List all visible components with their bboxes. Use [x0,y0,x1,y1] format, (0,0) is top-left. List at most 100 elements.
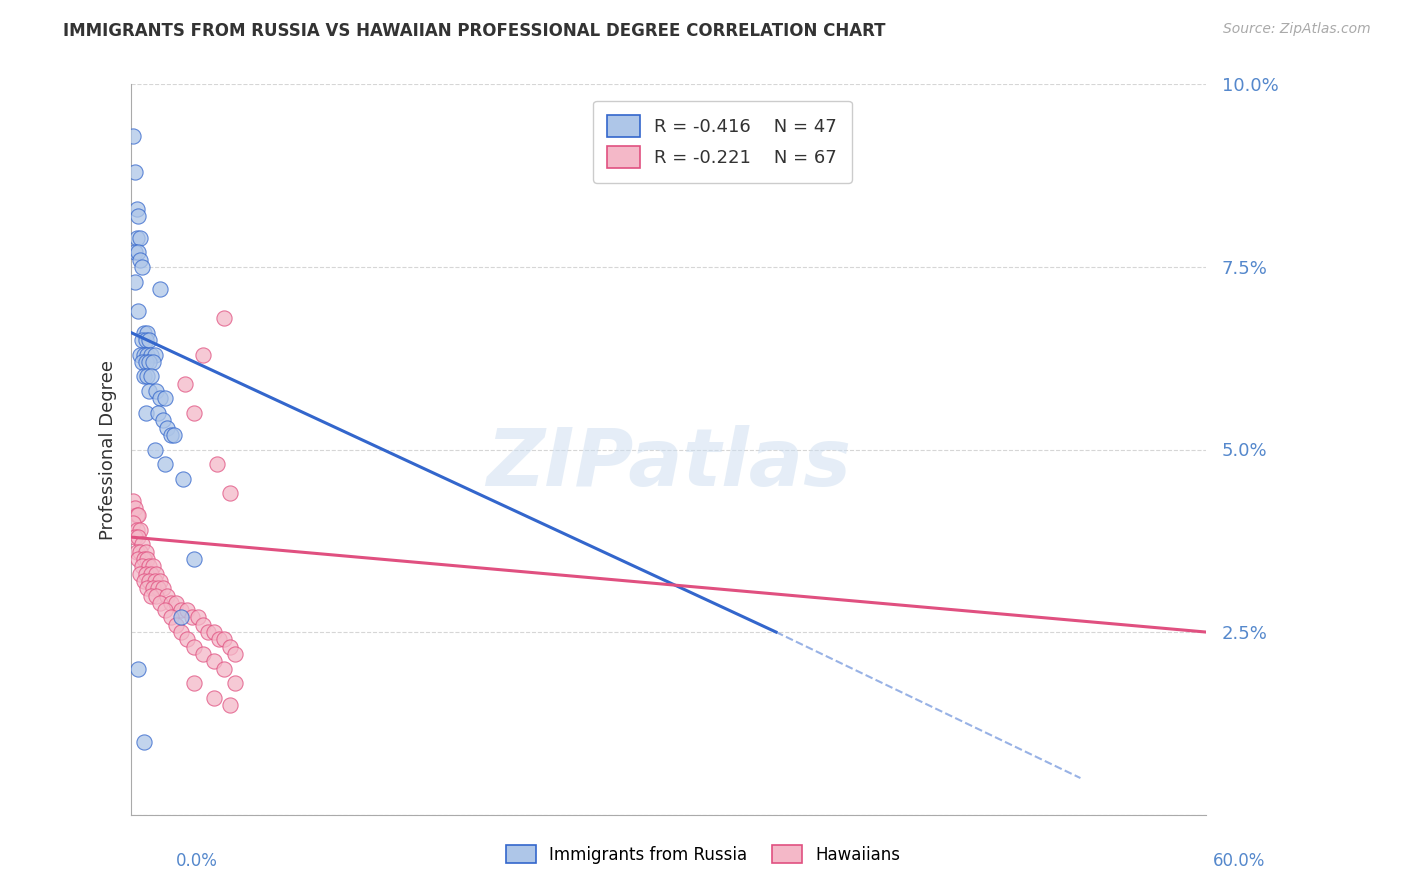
Point [124,275,146,289]
Point [152,581,174,595]
Point [176,632,198,647]
Point [122,493,145,508]
Point [124,245,146,260]
Point [170,603,193,617]
Point [127,661,149,675]
Point [135,355,157,369]
Point [159,428,181,442]
Point [136,581,159,595]
Point [127,508,149,523]
Point [138,333,160,347]
Point [218,486,240,500]
Point [127,530,149,544]
Point [170,610,193,624]
Point [205,457,228,471]
Point [145,566,167,581]
Point [131,333,153,347]
Point [155,392,177,406]
Point [191,617,214,632]
Point [165,617,187,632]
Point [170,625,193,640]
Point [124,500,146,515]
Point [183,552,205,566]
Point [138,574,160,588]
Point [135,545,157,559]
Point [127,552,149,566]
Point [145,589,167,603]
Point [139,589,162,603]
Point [139,566,162,581]
Point [214,632,236,647]
Point [138,384,160,398]
Point [174,376,197,391]
Point [176,603,198,617]
Point [208,632,231,647]
Point [172,472,194,486]
Point [136,369,159,384]
Point [152,413,174,427]
Text: Source: ZipAtlas.com: Source: ZipAtlas.com [1223,22,1371,37]
Point [131,537,153,551]
Point [214,661,236,675]
Point [124,165,146,179]
Point [124,530,146,544]
Point [142,581,165,595]
Text: 60.0%: 60.0% [1213,852,1265,870]
Point [183,676,205,690]
Point [224,676,246,690]
Point [129,231,152,245]
Text: IMMIGRANTS FROM RUSSIA VS HAWAIIAN PROFESSIONAL DEGREE CORRELATION CHART: IMMIGRANTS FROM RUSSIA VS HAWAIIAN PROFE… [63,22,886,40]
Point [183,406,205,420]
Point [125,523,148,537]
Point [202,654,225,668]
Point [136,348,159,362]
Point [127,303,149,318]
Point [191,647,214,661]
Point [143,348,166,362]
Point [132,574,155,588]
Point [181,610,204,624]
Point [149,282,172,296]
Point [129,545,152,559]
Text: 0.0%: 0.0% [176,852,218,870]
Point [145,384,167,398]
Point [136,326,159,340]
Point [136,552,159,566]
Point [142,355,165,369]
Point [127,245,149,260]
Legend: R = -0.416    N = 47, R = -0.221    N = 67: R = -0.416 N = 47, R = -0.221 N = 67 [593,101,852,183]
Point [156,420,179,434]
Point [135,333,157,347]
Point [183,640,205,654]
Point [224,647,246,661]
Point [214,311,236,326]
Point [143,442,166,457]
Point [149,392,172,406]
Point [129,252,152,267]
Point [131,355,153,369]
Point [146,406,169,420]
Point [218,640,240,654]
Point [129,348,152,362]
Point [122,516,145,530]
Point [122,128,145,143]
Point [132,348,155,362]
Point [202,690,225,705]
Point [139,348,162,362]
Point [159,610,181,624]
Point [159,596,181,610]
Point [163,428,186,442]
Point [131,260,153,274]
Point [132,734,155,748]
Point [129,566,152,581]
Y-axis label: Professional Degree: Professional Degree [100,359,117,540]
Point [202,625,225,640]
Point [156,589,179,603]
Point [132,369,155,384]
Point [125,202,148,216]
Point [191,348,214,362]
Point [149,596,172,610]
Point [155,603,177,617]
Point [165,596,187,610]
Point [186,610,208,624]
